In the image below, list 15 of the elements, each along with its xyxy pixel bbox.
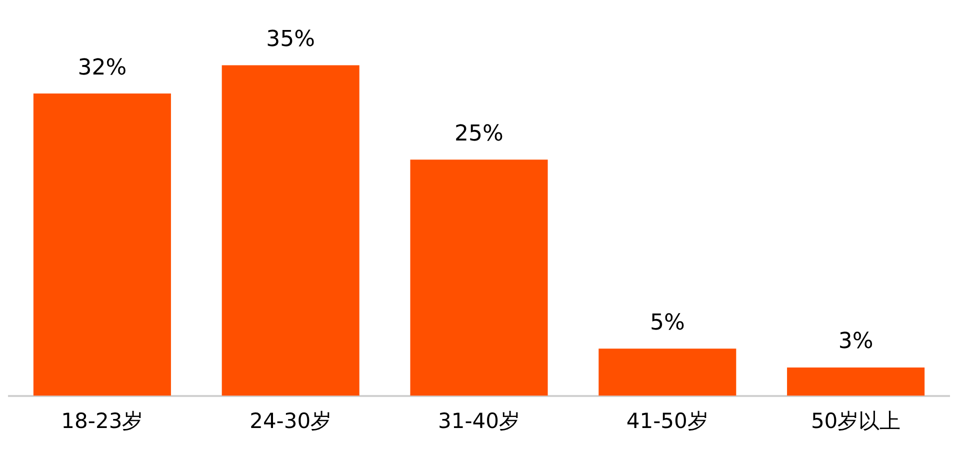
bar: [410, 160, 548, 396]
x-tick-label: 31-40岁: [438, 408, 520, 433]
x-tick-label: 41-50岁: [626, 408, 708, 433]
data-label: 3%: [838, 329, 874, 354]
x-tick-label: 50岁以上: [810, 408, 901, 433]
data-label: 25%: [454, 121, 504, 146]
bar: [787, 367, 925, 396]
data-label: 5%: [650, 310, 685, 336]
bar: [222, 65, 360, 396]
x-tick-label: 24-30岁: [250, 408, 332, 433]
bar: [33, 94, 171, 396]
bar: [598, 348, 736, 396]
data-label: 35%: [266, 26, 316, 52]
x-tick-label: 18-23岁: [61, 408, 144, 433]
data-label: 32%: [78, 55, 127, 80]
